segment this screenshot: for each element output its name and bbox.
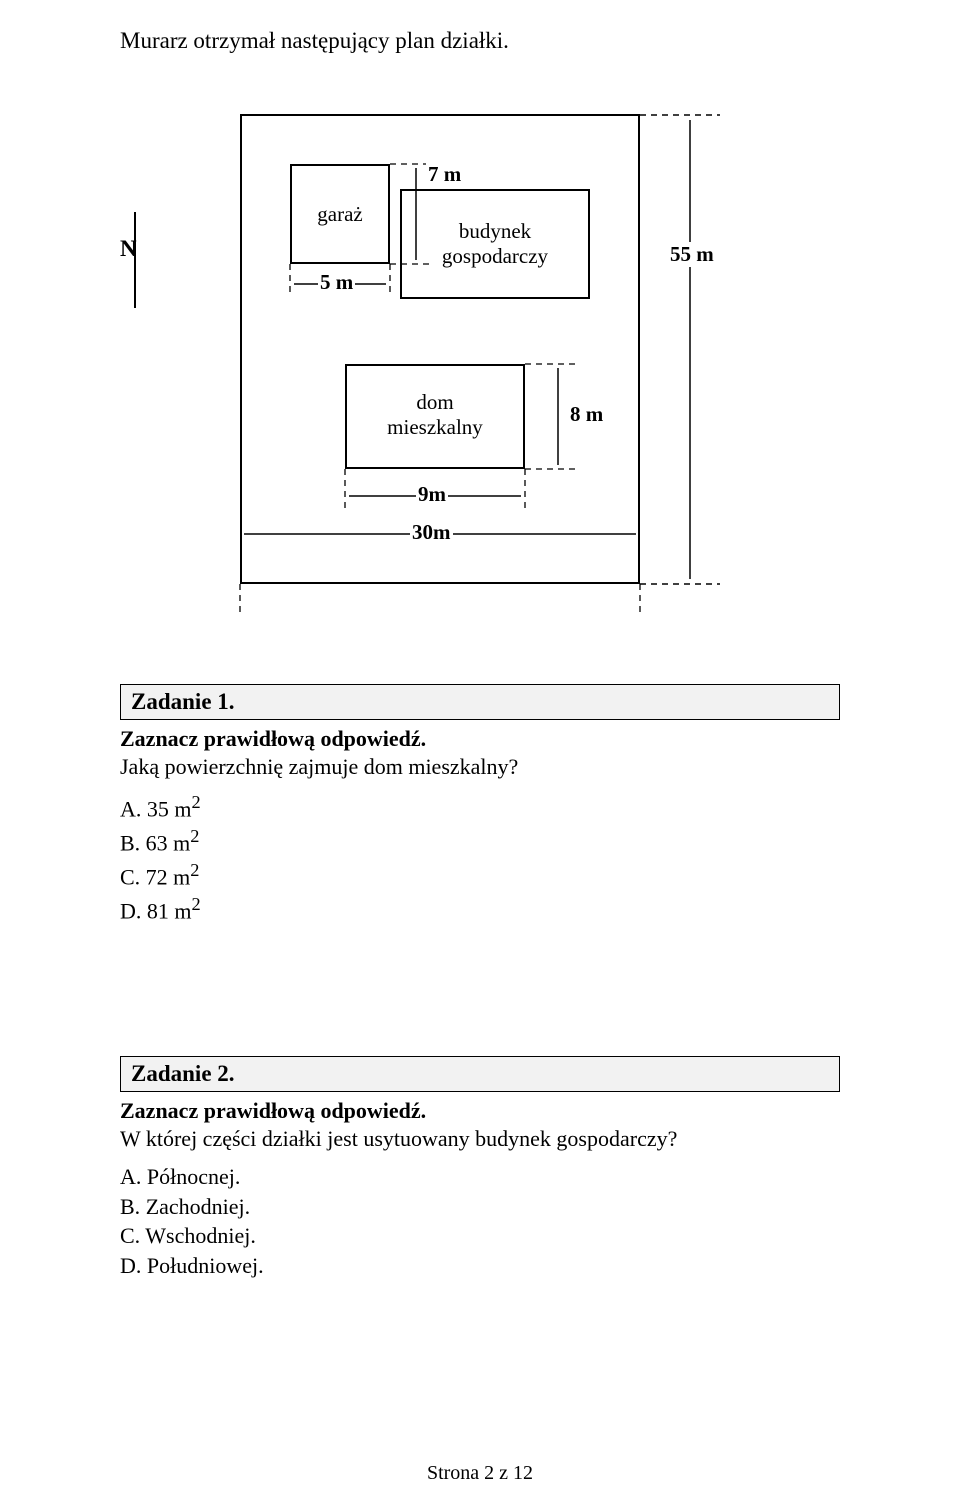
north-label: N <box>120 236 137 262</box>
house-box: dom mieszkalny <box>345 364 525 469</box>
dim-garage-w: 5 m <box>318 270 355 295</box>
garage-label: garaż <box>317 202 362 227</box>
task1-instruction: Zaznacz prawidłową odpowiedź. <box>120 726 840 752</box>
dim-garage-h: 7 m <box>426 162 463 187</box>
dim-dom-w: 9m <box>416 482 448 507</box>
plan-diagram: N garaż budynek gospodarczy dom mieszkal… <box>120 84 840 644</box>
task2-options: A. Północnej. B. Zachodniej. C. Wschodni… <box>120 1162 840 1281</box>
house-label: dom mieszkalny <box>387 390 483 439</box>
task1-option-c[interactable]: C. 72 m2 <box>120 858 840 892</box>
task1-option-d[interactable]: D. 81 m2 <box>120 892 840 926</box>
task2-question: W której części działki jest usytuowany … <box>120 1126 840 1152</box>
task1-question: Jaką powierzchnię zajmuje dom mieszkalny… <box>120 754 840 780</box>
outbuilding-box: budynek gospodarczy <box>400 189 590 299</box>
intro-text: Murarz otrzymał następujący plan działki… <box>120 28 840 54</box>
task1-options: A. 35 m2 B. 63 m2 C. 72 m2 D. 81 m2 <box>120 790 840 926</box>
task2-option-c[interactable]: C. Wschodniej. <box>120 1221 840 1251</box>
task2-option-d[interactable]: D. Południowej. <box>120 1251 840 1281</box>
task1-header: Zadanie 1. <box>120 684 840 720</box>
dim-plot-w: 30m <box>410 520 453 545</box>
page-footer: Strona 2 z 12 <box>0 1462 960 1485</box>
task2-header: Zadanie 2. <box>120 1056 840 1092</box>
task2-option-b[interactable]: B. Zachodniej. <box>120 1192 840 1222</box>
page: Murarz otrzymał następujący plan działki… <box>0 0 960 1511</box>
dim-dom-h: 8 m <box>568 402 605 427</box>
task1-option-a[interactable]: A. 35 m2 <box>120 790 840 824</box>
task2-instruction: Zaznacz prawidłową odpowiedź. <box>120 1098 840 1124</box>
garage-box: garaż <box>290 164 390 264</box>
task2-option-a[interactable]: A. Północnej. <box>120 1162 840 1192</box>
dim-plot-h: 55 m <box>668 242 716 267</box>
outbuilding-label: budynek gospodarczy <box>442 219 548 268</box>
task1-option-b[interactable]: B. 63 m2 <box>120 824 840 858</box>
